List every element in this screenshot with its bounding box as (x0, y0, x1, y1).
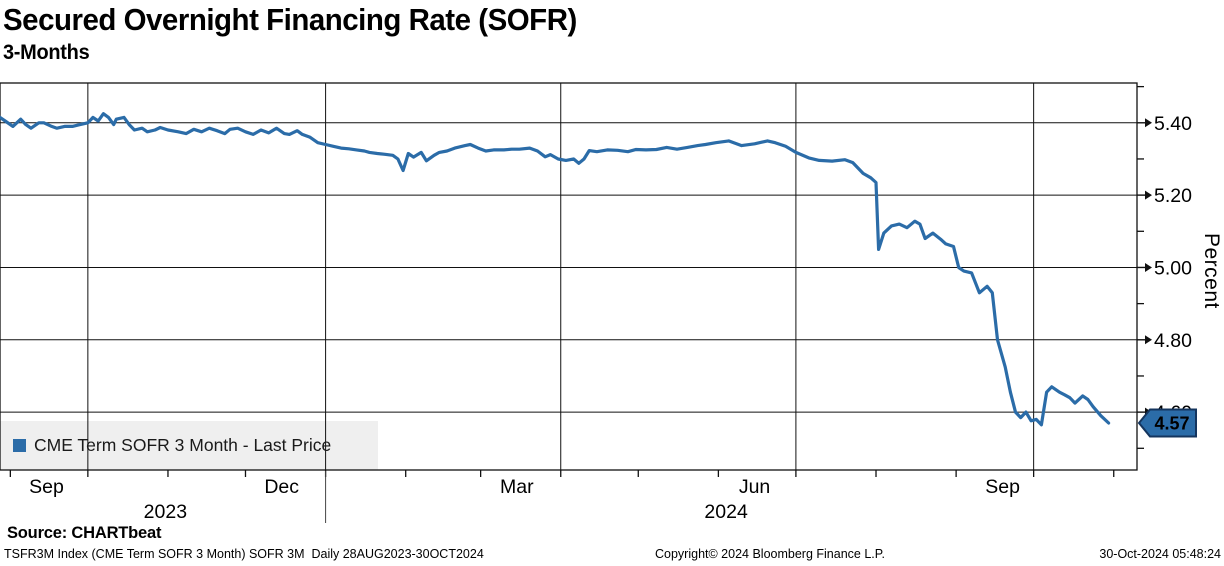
year-label: 2023 (144, 501, 187, 523)
y-tick-label: 5.20 (1154, 185, 1192, 207)
disclaimer-row: TSFR3M Index (CME Term SOFR 3 Month) SOF… (0, 547, 1224, 564)
price-line (0, 112, 1111, 427)
y-tick-arrow (1145, 335, 1152, 345)
y-tick-label: 4.60 (1154, 402, 1192, 424)
y-axis-title: Percent (1200, 233, 1223, 309)
year-label: 2024 (704, 501, 748, 523)
y-tick-label: 5.40 (1154, 113, 1192, 135)
last-price-badge (1137, 408, 1197, 438)
last-price-value: 4.57 (1154, 413, 1189, 433)
chart-header: Secured Overnight Financing Rate (SOFR) … (3, 2, 607, 65)
x-tick-label: Mar (500, 476, 534, 498)
page-title: Secured Overnight Financing Rate (SOFR) (3, 2, 577, 37)
render-timestamp: 30-Oct-2024 05:48:24 (1099, 547, 1221, 561)
y-tick-arrow (1145, 407, 1152, 417)
legend-label: CME Term SOFR 3 Month - Last Price (34, 435, 332, 455)
y-tick-label: 4.80 (1154, 330, 1192, 352)
x-tick-label: Dec (264, 476, 299, 498)
y-tick-label: 5.00 (1154, 257, 1192, 279)
y-tick-arrow (1145, 262, 1152, 272)
x-tick-label: Sep (29, 476, 64, 498)
x-tick-label: Jun (739, 476, 770, 498)
legend: CME Term SOFR 3 Month - Last Price (0, 421, 378, 470)
x-tick-label: Sep (985, 476, 1020, 498)
plot-border (0, 82, 1138, 471)
page-subtitle: 3-Months (3, 41, 90, 64)
source-line: Source: CHARTbeat (7, 524, 162, 542)
y-tick-arrow (1145, 190, 1152, 200)
series-color-swatch (13, 439, 26, 452)
copyright-text: Copyright© 2024 Bloomberg Finance L.P. (655, 547, 885, 561)
y-tick-arrow (1145, 118, 1152, 128)
ticker-description: TSFR3M Index (CME Term SOFR 3 Month) SOF… (4, 547, 484, 561)
